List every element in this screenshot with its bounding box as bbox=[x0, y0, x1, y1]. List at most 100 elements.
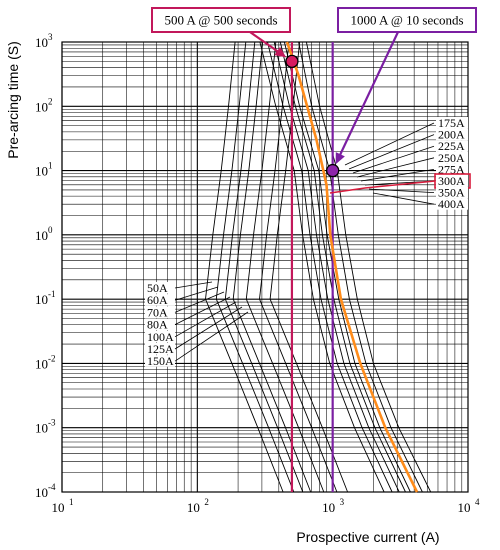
annotation-arrow bbox=[338, 31, 399, 158]
rating-leader-250A bbox=[356, 157, 435, 178]
annotation-text: 500 A @ 500 seconds bbox=[164, 13, 277, 28]
grid bbox=[61, 41, 469, 493]
rating-leader-125A bbox=[174, 306, 243, 350]
annotation-marker bbox=[285, 54, 299, 69]
rating-leader-50A bbox=[174, 281, 213, 289]
annotations: 500 A @ 500 seconds 1000 A @ 10 seconds bbox=[151, 7, 477, 178]
rating-label-bg bbox=[436, 151, 468, 164]
rating-label-bg bbox=[436, 186, 468, 199]
y-tick-exponent: -2 bbox=[48, 353, 56, 363]
rating-label-225A: 225A bbox=[438, 139, 465, 153]
annotation-arrowhead bbox=[274, 46, 287, 58]
rating-label-bg bbox=[436, 140, 468, 152]
x-tick-label: 10 bbox=[458, 500, 471, 515]
curve-250A bbox=[279, 41, 406, 493]
y-tick-label: 10 bbox=[35, 485, 48, 500]
rating-leader-100A bbox=[174, 301, 237, 338]
rating-label-50A: 50A bbox=[147, 281, 168, 295]
rating-leader-150A bbox=[174, 311, 249, 362]
rating-leader-200A bbox=[348, 134, 435, 170]
rating-label-175A: 175A bbox=[438, 116, 465, 130]
annotation-text: 1000 A @ 10 seconds bbox=[350, 13, 463, 28]
x-tick-label: 10 bbox=[187, 500, 200, 515]
annotation-marker bbox=[326, 163, 340, 178]
axis-ticks: 10 1 10 2 10 3 10 410 -410 -310 -210 -110 010 110 210 3 bbox=[35, 32, 480, 515]
curve-200A bbox=[267, 41, 393, 493]
y-tick-exponent: -4 bbox=[48, 482, 56, 492]
rating-label-200A: 200A bbox=[438, 128, 465, 142]
rating-label-bg bbox=[145, 282, 175, 294]
curve-60A bbox=[215, 41, 295, 493]
y-tick-exponent: -1 bbox=[48, 289, 56, 299]
rating-leader-175A bbox=[344, 122, 435, 166]
x-axis-label: Prospective current (A) bbox=[296, 529, 439, 545]
y-tick-label: 10 bbox=[35, 421, 48, 436]
y-tick-exponent: 3 bbox=[48, 32, 53, 42]
x-tick-exponent: 3 bbox=[340, 497, 345, 507]
x-tick-exponent: 4 bbox=[475, 497, 480, 507]
y-axis-label: Pre-arcing time (S) bbox=[5, 41, 21, 158]
curve-70A bbox=[224, 41, 304, 493]
rating-label-275A: 275A bbox=[438, 162, 465, 176]
rating-leader-350A bbox=[368, 188, 435, 193]
rating-label-bg bbox=[436, 128, 468, 141]
rating-label-bg bbox=[145, 294, 175, 306]
rating-label-bg bbox=[436, 175, 468, 187]
annotation-arrowhead bbox=[335, 152, 345, 165]
rating-label-bg bbox=[436, 117, 468, 129]
curve-50A bbox=[205, 41, 284, 493]
y-tick-label: 10 bbox=[35, 99, 48, 114]
rating-leader-60A bbox=[174, 286, 219, 301]
rating-label-300A: 300A bbox=[438, 174, 465, 188]
x-tick-exponent: 1 bbox=[69, 497, 74, 507]
rating-label-bg bbox=[436, 163, 468, 175]
rating-label-bg bbox=[145, 343, 175, 355]
curve-80A bbox=[232, 41, 312, 493]
rating-label-100A: 100A bbox=[147, 330, 174, 344]
rating-label-bg bbox=[145, 330, 175, 343]
rating-leader-400A bbox=[372, 192, 435, 205]
rating-leader-225A bbox=[352, 145, 435, 174]
rating-leader-275A bbox=[360, 169, 435, 182]
curve-350A bbox=[298, 41, 423, 493]
highlighted-rating-leader bbox=[329, 180, 436, 194]
curve-400A bbox=[305, 41, 432, 493]
x-tick-label: 10 bbox=[52, 500, 65, 515]
curve-100A bbox=[245, 41, 325, 493]
y-tick-exponent: 1 bbox=[48, 161, 53, 171]
rating-label-60A: 60A bbox=[147, 293, 168, 307]
highlighted-curve-300A bbox=[285, 41, 419, 493]
x-tick-label: 10 bbox=[322, 500, 335, 515]
highlight-curve bbox=[285, 41, 419, 493]
y-tick-exponent: 0 bbox=[48, 225, 53, 235]
curve-125A bbox=[259, 41, 338, 493]
rating-label-350A: 350A bbox=[438, 186, 465, 200]
rating-label-400A: 400A bbox=[438, 197, 465, 211]
rating-label-bg bbox=[436, 198, 468, 210]
y-tick-label: 10 bbox=[35, 35, 48, 50]
y-tick-label: 10 bbox=[35, 164, 48, 179]
rating-leader-80A bbox=[174, 296, 231, 325]
rating-label-bg bbox=[145, 355, 175, 367]
rating-label-bg bbox=[145, 318, 175, 331]
rating-label-80A: 80A bbox=[147, 318, 168, 332]
rating-label-70A: 70A bbox=[147, 305, 168, 319]
rating-label-125A: 125A bbox=[147, 342, 174, 356]
y-tick-label: 10 bbox=[35, 292, 48, 307]
rating-label-bg bbox=[145, 306, 175, 318]
vertical-markers bbox=[290, 42, 334, 492]
annotation-arrow bbox=[249, 31, 281, 54]
y-tick-exponent: 2 bbox=[48, 96, 53, 106]
rating-label-150A: 150A bbox=[147, 354, 174, 368]
rating-label-250A: 250A bbox=[438, 151, 465, 165]
x-tick-exponent: 2 bbox=[204, 497, 209, 507]
rating-leader-70A bbox=[174, 291, 225, 313]
annotation-box bbox=[151, 7, 291, 33]
y-tick-label: 10 bbox=[35, 228, 48, 243]
y-tick-label: 10 bbox=[35, 356, 48, 371]
annotation-box bbox=[337, 7, 477, 33]
curve-175A bbox=[259, 41, 385, 493]
y-tick-exponent: -3 bbox=[48, 418, 56, 428]
